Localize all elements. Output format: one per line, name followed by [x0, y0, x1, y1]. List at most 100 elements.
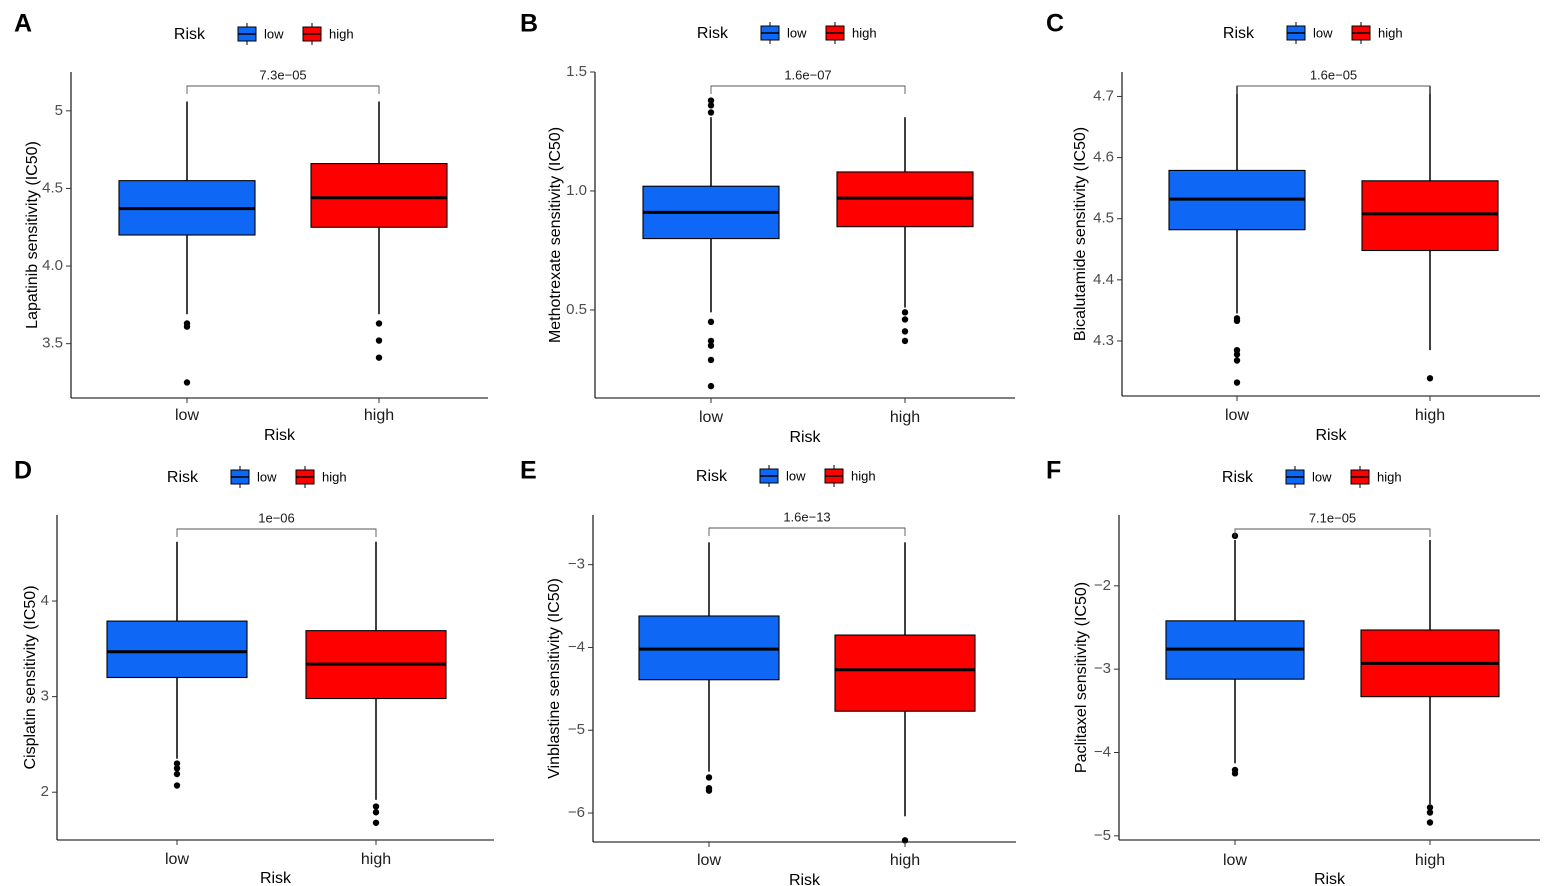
x-tick-label-high: high — [1415, 407, 1445, 424]
y-tick-label: −3 — [1094, 660, 1111, 677]
legend-title: Risk — [174, 26, 206, 43]
significance-bracket: 1.6e−07 — [710, 67, 906, 94]
outlier-point — [707, 337, 715, 345]
x-tick-label-low: low — [175, 407, 199, 424]
y-tick-label: 4.0 — [42, 257, 63, 274]
legend-label-low: low — [787, 25, 807, 40]
x-tick-label-low: low — [699, 409, 723, 426]
y-tick-label: 4.6 — [1093, 149, 1114, 166]
box-iqr-high — [310, 163, 448, 228]
box-low — [106, 541, 248, 789]
outlier-point — [173, 770, 181, 778]
significance-bracket: 7.1e−05 — [1234, 510, 1431, 537]
outlier-point — [707, 382, 715, 390]
significance-bracket: 1e−06 — [176, 510, 377, 537]
legend-key-low — [230, 466, 250, 488]
legend: Risk low high — [1223, 22, 1403, 44]
y-tick-label: −5 — [568, 721, 585, 738]
outlier-point — [375, 320, 383, 327]
outlier-point — [1426, 819, 1434, 826]
y-axis-title: Lapatinib sensitivity (IC50) — [24, 141, 41, 329]
box-low — [1168, 86, 1306, 386]
outlier-point — [705, 774, 713, 781]
legend-title: Risk — [696, 468, 728, 485]
legend-key-high — [1350, 466, 1370, 488]
y-tick-label: 4 — [41, 592, 49, 609]
legend-label-high: high — [1378, 25, 1403, 40]
x-tick-label-low: low — [697, 852, 721, 869]
outlier-point — [901, 309, 909, 316]
y-axis-title: Methotrexate sensitivity (IC50) — [547, 127, 564, 343]
panel-letter: D — [14, 457, 32, 485]
y-tick-label: −5 — [1094, 827, 1111, 844]
outlier-point — [707, 97, 715, 104]
significance-bracket: 1.6e−13 — [708, 509, 906, 536]
p-value-label: 7.3e−05 — [259, 67, 306, 82]
y-axis-title: Bicalutamide sensitivity (IC50) — [1072, 127, 1089, 341]
outlier-point — [707, 318, 715, 326]
outlier-point — [901, 837, 909, 844]
y-tick-label: −2 — [1094, 577, 1111, 594]
legend-label-low: low — [257, 469, 277, 484]
legend-label-low: low — [264, 26, 284, 41]
legend-title: Risk — [697, 25, 729, 42]
panel-c: C Risk low high 4.3 4.4 4.5 4.6 4.7 Bicalutamide … — [1046, 10, 1540, 444]
outlier-point — [1233, 317, 1241, 325]
x-axis-title: Risk — [789, 872, 821, 886]
outlier-point — [375, 354, 383, 361]
outlier-point — [173, 782, 181, 789]
x-tick-label-low: low — [165, 851, 189, 868]
y-tick-label: 4.4 — [1093, 271, 1114, 288]
legend-key-high — [825, 22, 845, 44]
bracket-line — [710, 85, 906, 94]
panel-letter: A — [14, 10, 32, 38]
box-low — [642, 97, 780, 390]
legend-label-low: low — [1312, 469, 1332, 484]
bracket-line — [1234, 528, 1431, 537]
legend-key-high — [302, 23, 322, 45]
y-tick-label: 2 — [41, 783, 49, 800]
p-value-label: 1.6e−07 — [784, 67, 831, 82]
x-axis-title: Risk — [260, 870, 292, 886]
x-axis-title: Risk — [1314, 871, 1346, 886]
outlier-point — [707, 109, 715, 116]
y-tick-label: 4.3 — [1093, 332, 1114, 349]
box-high — [834, 542, 976, 844]
box-iqr-high — [834, 634, 976, 712]
legend: Risk low high — [697, 22, 877, 44]
outlier-point — [372, 809, 380, 816]
legend-label-low: low — [786, 468, 806, 483]
x-tick-label-high: high — [1415, 852, 1445, 869]
outlier-point — [1426, 809, 1434, 816]
outlier-point — [372, 819, 380, 826]
legend-key-high — [824, 465, 844, 487]
outlier-point — [1231, 770, 1239, 777]
p-value-label: 1.6e−05 — [1310, 67, 1357, 82]
legend-key-high — [295, 466, 315, 488]
x-tick-label-low: low — [1223, 852, 1247, 869]
y-axis-title: Cisplatin sensitivity (IC50) — [22, 585, 39, 769]
x-tick-label-high: high — [361, 851, 391, 868]
panel-letter: C — [1046, 10, 1064, 38]
y-tick-label: 1.0 — [566, 182, 587, 199]
outlier-point — [372, 803, 380, 810]
box-low — [638, 542, 780, 794]
bracket-line — [1236, 85, 1431, 94]
y-tick-label: 4.7 — [1093, 87, 1114, 104]
significance-bracket: 7.3e−05 — [186, 67, 380, 94]
y-tick-label: −4 — [1094, 743, 1111, 760]
legend: Risk low high — [1222, 466, 1402, 488]
box-low — [1165, 532, 1305, 777]
y-tick-label: 0.5 — [566, 301, 587, 318]
outlier-point — [375, 337, 383, 344]
box-iqr-high — [1361, 180, 1499, 252]
legend-title: Risk — [1223, 25, 1255, 42]
x-tick-label-high: high — [890, 409, 920, 426]
panel-letter: B — [520, 10, 538, 38]
box-high — [836, 117, 974, 345]
legend-key-low — [760, 22, 780, 44]
panel-e: E Risk low high −6 −5 −4 −3 Vinblastine sensitiv… — [520, 457, 1016, 886]
